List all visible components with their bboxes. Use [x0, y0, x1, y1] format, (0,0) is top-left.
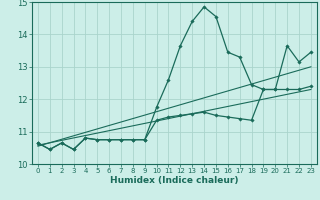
X-axis label: Humidex (Indice chaleur): Humidex (Indice chaleur)	[110, 176, 239, 185]
